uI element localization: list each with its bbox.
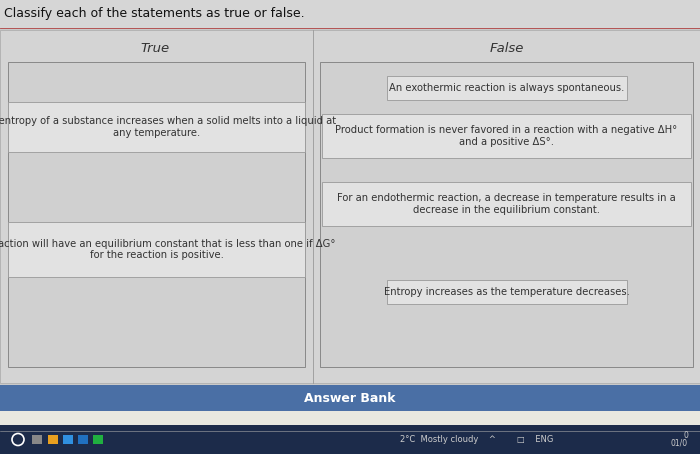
Text: False: False xyxy=(489,41,524,54)
Text: The entropy of a substance increases when a solid melts into a liquid at
any tem: The entropy of a substance increases whe… xyxy=(0,116,336,138)
Bar xyxy=(32,434,42,444)
Bar xyxy=(48,434,58,444)
Bar xyxy=(0,425,700,454)
Text: 2°C  Mostly cloudy    ^        □    ENG: 2°C Mostly cloudy ^ □ ENG xyxy=(400,435,554,444)
Text: Answer Bank: Answer Bank xyxy=(304,391,395,405)
Text: True: True xyxy=(141,41,169,54)
Bar xyxy=(0,0,700,28)
Text: For an endothermic reaction, a decrease in temperature results in a
decrease in : For an endothermic reaction, a decrease … xyxy=(337,193,676,215)
Bar xyxy=(8,222,305,277)
Bar xyxy=(93,434,103,444)
Text: A reaction will have an equilibrium constant that is less than one if ΔG°
for th: A reaction will have an equilibrium cons… xyxy=(0,239,335,260)
Bar xyxy=(322,182,691,226)
Bar xyxy=(322,114,691,158)
Text: Product formation is never favored in a reaction with a negative ΔH°
and a posit: Product formation is never favored in a … xyxy=(335,125,678,147)
Bar xyxy=(386,76,626,100)
Text: 01/0: 01/0 xyxy=(671,439,688,448)
Bar xyxy=(0,411,700,431)
Bar xyxy=(78,434,88,444)
Bar xyxy=(8,102,305,152)
Bar xyxy=(320,62,693,367)
Bar xyxy=(0,385,700,411)
Bar xyxy=(63,434,73,444)
Text: An exothermic reaction is always spontaneous.: An exothermic reaction is always spontan… xyxy=(389,83,624,93)
Bar xyxy=(8,62,305,367)
Bar xyxy=(386,280,626,304)
Text: Entropy increases as the temperature decreases.: Entropy increases as the temperature dec… xyxy=(384,287,629,297)
Text: Classify each of the statements as true or false.: Classify each of the statements as true … xyxy=(4,8,304,20)
Bar xyxy=(0,30,700,383)
Text: 0: 0 xyxy=(683,431,688,440)
